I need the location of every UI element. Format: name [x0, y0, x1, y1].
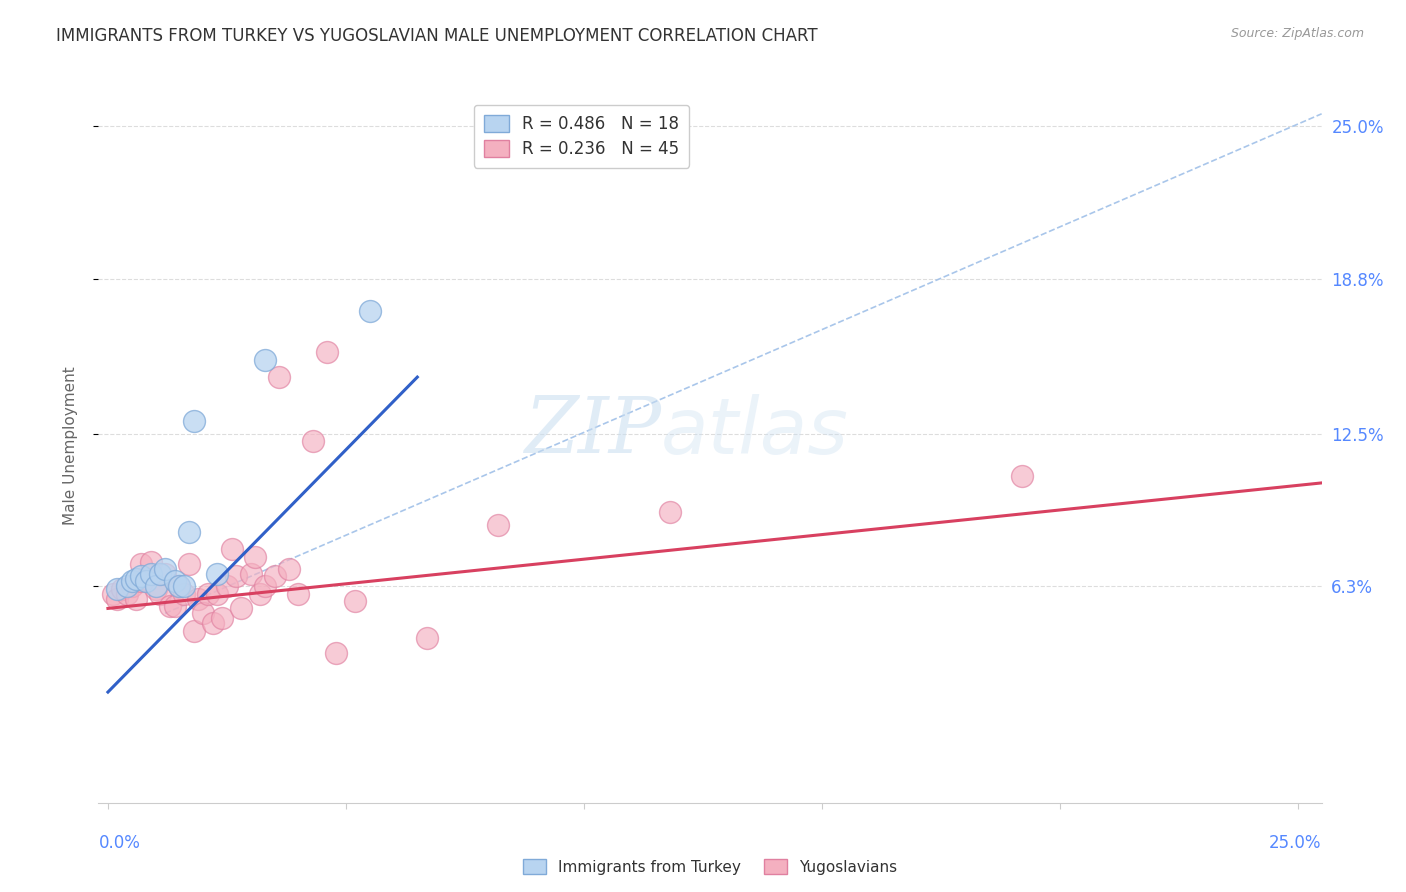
Point — [191, 607, 214, 621]
Point — [1011, 468, 1033, 483]
Point — [263, 569, 285, 583]
Point — [231, 601, 253, 615]
Point — [344, 594, 367, 608]
Point — [183, 414, 205, 428]
Point — [129, 574, 152, 589]
Point — [211, 611, 233, 625]
Point — [197, 587, 219, 601]
Point — [177, 525, 200, 540]
Point — [125, 572, 148, 586]
Point — [111, 582, 134, 596]
Point — [277, 562, 299, 576]
Point — [125, 591, 148, 606]
Point — [149, 587, 172, 601]
Point — [658, 505, 681, 519]
Point — [359, 303, 381, 318]
Point — [159, 599, 181, 613]
Point — [177, 557, 200, 571]
Point — [201, 616, 224, 631]
Point — [315, 345, 337, 359]
Point — [107, 582, 129, 596]
Point — [325, 646, 347, 660]
Point — [249, 587, 271, 601]
Point — [163, 574, 186, 589]
Point — [173, 587, 195, 601]
Text: 25.0%: 25.0% — [1270, 834, 1322, 852]
Point — [301, 434, 323, 448]
Point — [145, 579, 167, 593]
Point — [149, 566, 172, 581]
Text: IMMIGRANTS FROM TURKEY VS YUGOSLAVIAN MALE UNEMPLOYMENT CORRELATION CHART: IMMIGRANTS FROM TURKEY VS YUGOSLAVIAN MA… — [56, 27, 818, 45]
Point — [163, 599, 186, 613]
Point — [129, 557, 152, 571]
Point — [215, 579, 238, 593]
Point — [145, 582, 167, 596]
Point — [107, 591, 129, 606]
Text: 0.0%: 0.0% — [98, 834, 141, 852]
Legend: Immigrants from Turkey, Yugoslavians: Immigrants from Turkey, Yugoslavians — [517, 853, 903, 880]
Point — [253, 352, 276, 367]
Y-axis label: Male Unemployment: Male Unemployment — [63, 367, 77, 525]
Point — [169, 579, 191, 593]
Point — [245, 549, 267, 564]
Text: ZIP: ZIP — [524, 393, 661, 470]
Point — [169, 579, 191, 593]
Point — [207, 566, 229, 581]
Point — [121, 579, 143, 593]
Point — [183, 624, 205, 638]
Point — [287, 587, 309, 601]
Point — [173, 579, 195, 593]
Point — [239, 566, 262, 581]
Point — [135, 574, 157, 589]
Point — [416, 631, 439, 645]
Point — [207, 587, 229, 601]
Point — [153, 566, 176, 581]
Point — [269, 370, 291, 384]
Point — [225, 569, 247, 583]
Point — [115, 587, 138, 601]
Text: Source: ZipAtlas.com: Source: ZipAtlas.com — [1230, 27, 1364, 40]
Point — [129, 569, 152, 583]
Point — [121, 574, 143, 589]
Text: atlas: atlas — [661, 393, 849, 470]
Point — [139, 566, 162, 581]
Point — [221, 542, 243, 557]
Point — [115, 579, 138, 593]
Point — [486, 517, 509, 532]
Point — [139, 555, 162, 569]
Point — [101, 587, 124, 601]
Point — [135, 572, 157, 586]
Point — [153, 562, 176, 576]
Point — [253, 579, 276, 593]
Point — [187, 591, 209, 606]
